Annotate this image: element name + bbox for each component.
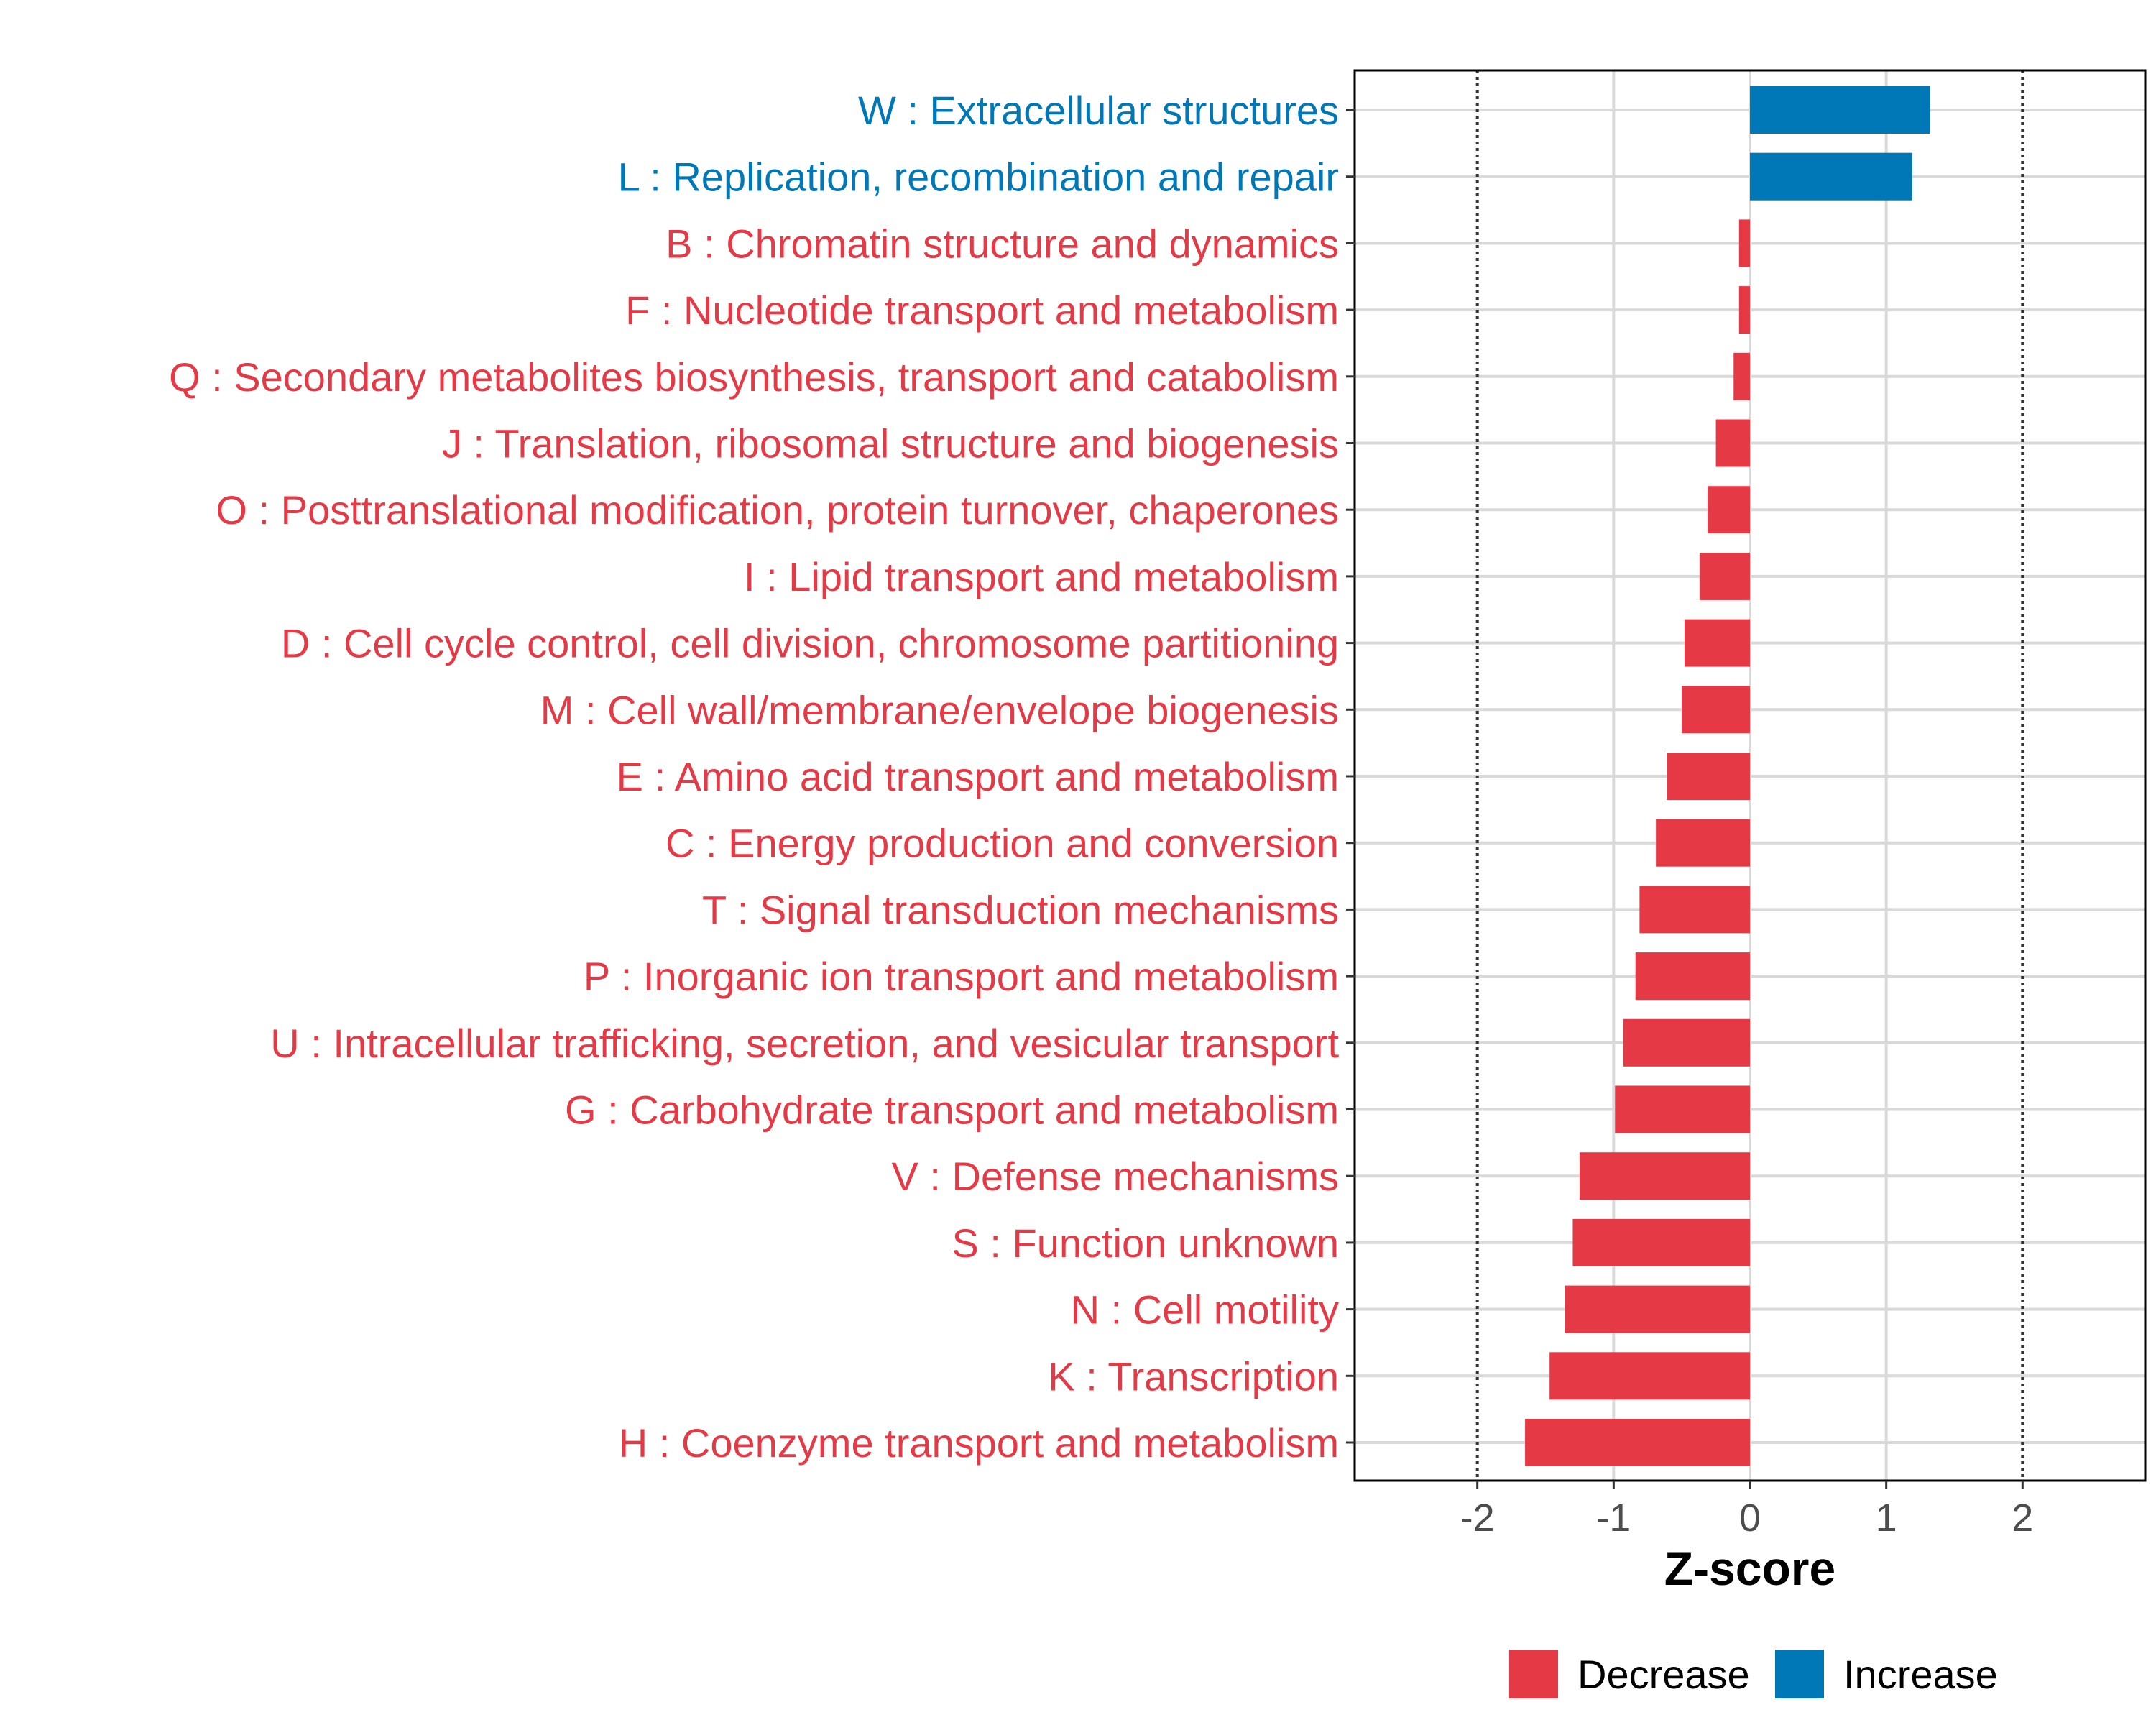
bar [1565,1285,1750,1333]
bar [1635,952,1750,1000]
y-ticks [1346,109,1355,1444]
category-label: M : Cell wall/membrane/envelope biogenes… [540,687,1339,732]
bar [1623,1018,1750,1067]
category-label: F : Nucleotide transport and metabolism [625,288,1339,333]
category-label: E : Amino acid transport and metabolism [617,754,1339,799]
category-label: C : Energy production and conversion [665,821,1339,866]
legend-label: Decrease [1577,1652,1750,1697]
bar [1733,352,1750,400]
category-label: K : Transcription [1048,1353,1339,1399]
bar [1699,552,1750,600]
bar [1750,86,1930,134]
bar [1525,1419,1750,1466]
category-label: V : Defense mechanisms [892,1154,1339,1199]
category-label: U : Intracellular trafficking, secretion… [270,1021,1339,1066]
category-label: W : Extracellular structures [858,88,1339,133]
category-label: Q : Secondary metabolites biosynthesis, … [169,354,1339,400]
bar [1667,753,1750,800]
bars [1525,86,1930,1466]
x-tick-label: -2 [1460,1496,1495,1540]
x-tick-label: 1 [1876,1496,1897,1540]
x-axis-title: Z-score [1664,1542,1835,1595]
legend-swatch [1775,1650,1824,1698]
bar [1572,1218,1750,1266]
bar [1715,419,1750,467]
bar [1639,886,1750,934]
category-label: S : Function unknown [952,1220,1339,1266]
x-tick-label: 2 [2012,1496,2033,1540]
bar [1579,1152,1750,1200]
category-label: G : Carbohydrate transport and metabolis… [565,1087,1339,1133]
bar [1615,1085,1750,1133]
bar [1684,619,1750,667]
category-label: O : Posttranslational modification, prot… [216,487,1339,533]
category-labels: W : Extracellular structures L : Replicat… [169,88,1339,1466]
legend-swatch [1509,1650,1558,1698]
category-label: P : Inorganic ion transport and metaboli… [584,954,1339,999]
legend: Decrease Increase [1509,1650,1998,1698]
reference-lines [1475,70,2024,1481]
category-label: T : Signal transduction mechanisms [702,887,1339,932]
category-label: D : Cell cycle control, cell division, c… [281,621,1339,666]
category-label: B : Chromatin structure and dynamics [665,221,1339,266]
legend-label: Increase [1843,1652,1998,1697]
category-label: L : Replication, recombination and repai… [618,155,1339,200]
bar [1549,1352,1750,1400]
bar [1656,819,1750,867]
x-tick-label: -1 [1596,1496,1631,1540]
bar [1682,686,1750,734]
bar [1708,486,1750,534]
category-label: J : Translation, ribosomal structure and… [442,421,1339,466]
category-label: I : Lipid transport and metabolism [744,554,1339,599]
bar [1750,152,1912,201]
category-label: H : Coenzyme transport and metabolism [619,1420,1339,1466]
bar [1738,219,1750,267]
category-label: N : Cell motility [1071,1287,1339,1333]
bar [1738,286,1750,334]
x-tick-label: 0 [1739,1496,1761,1540]
x-ticks: -2 -1 0 1 2 [1460,1481,2033,1540]
